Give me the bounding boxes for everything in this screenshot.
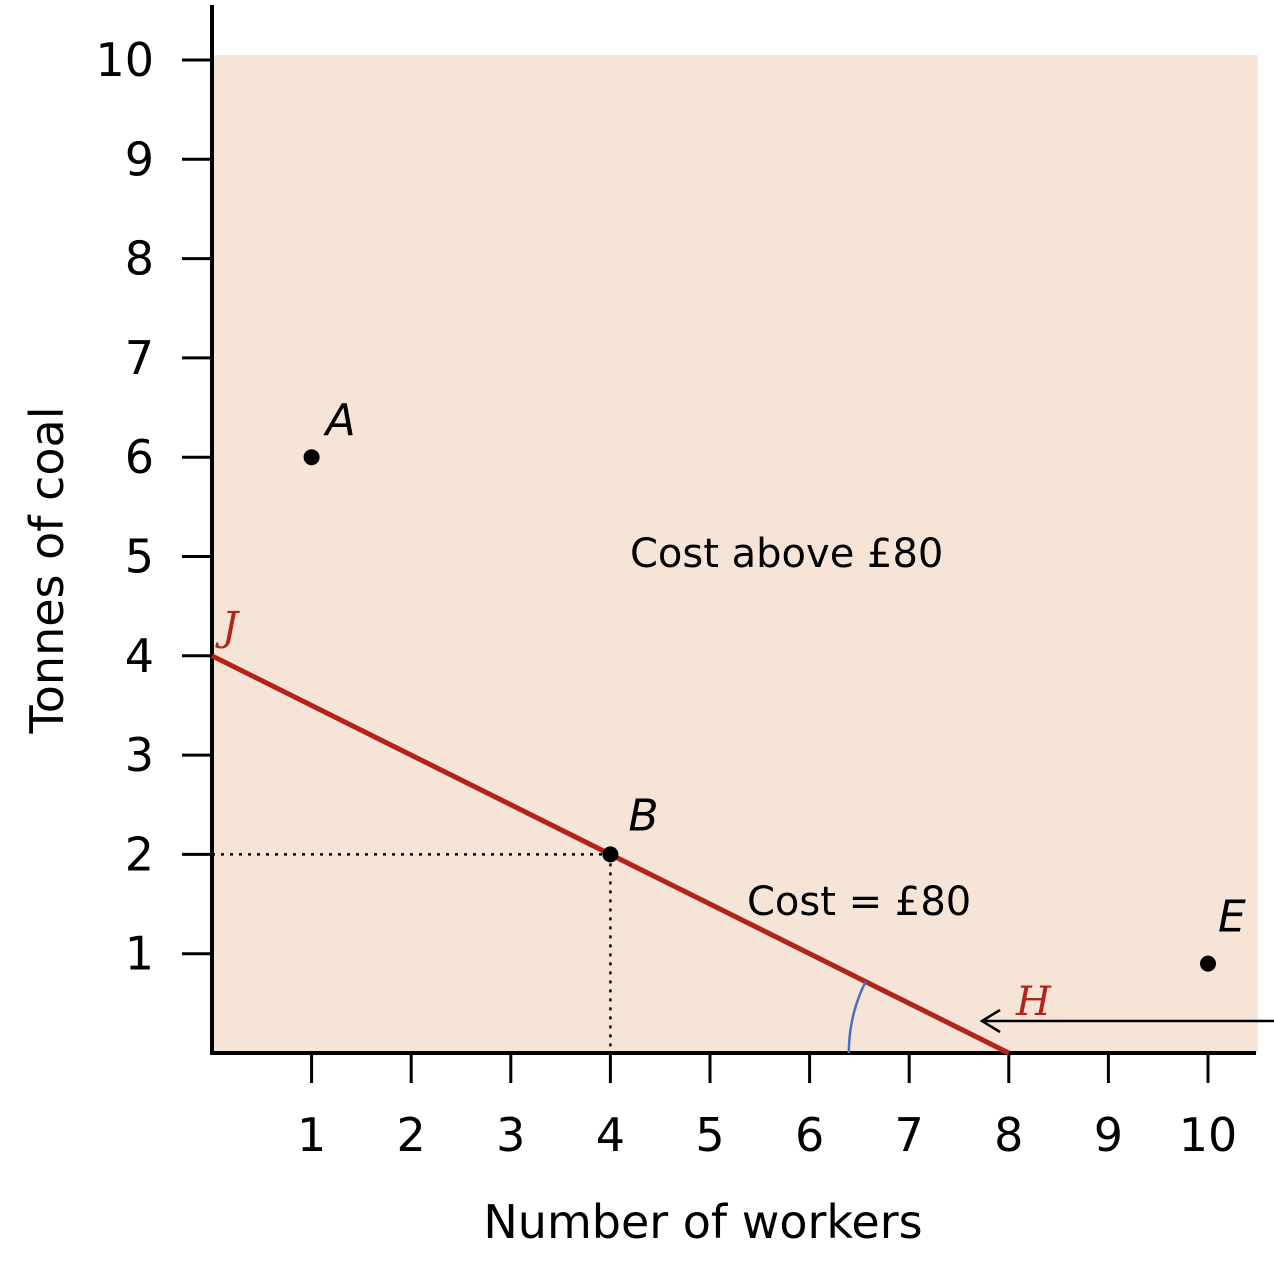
slope-angle-arc	[847, 981, 867, 1054]
y-tick-label: 9	[125, 132, 154, 186]
y-tick-label: 5	[125, 530, 154, 584]
point-b	[602, 846, 619, 863]
x-tick-label: 4	[596, 1108, 625, 1162]
y-tick-label: 4	[125, 629, 154, 683]
x-tick-label: 5	[695, 1108, 724, 1162]
y-tick-label: 6	[125, 430, 154, 484]
x-tick-label: 10	[1179, 1108, 1238, 1162]
x-axis-title: Number of workers	[483, 1195, 922, 1249]
data-points: A B E	[303, 395, 1246, 972]
y-tick-label: 1	[125, 927, 154, 981]
x-tick-label: 1	[297, 1108, 326, 1162]
arrow-to-h	[979, 1008, 1274, 1034]
point-a	[303, 449, 320, 466]
y-tick-label: 8	[125, 232, 154, 286]
cost-above-region	[212, 55, 1258, 1054]
x-tick-label: 3	[496, 1108, 525, 1162]
isocost-line-label: Cost = £80	[747, 879, 971, 925]
y-tick-label: 3	[125, 728, 154, 782]
x-tick-label: 8	[994, 1108, 1023, 1162]
x-tick-label: 9	[1094, 1108, 1123, 1162]
x-tick-label: 7	[895, 1108, 924, 1162]
point-e	[1200, 955, 1216, 972]
y-tick-label: 10	[95, 33, 154, 87]
region-label-cost-above: Cost above £80	[630, 531, 943, 577]
arrow-head	[979, 1008, 1001, 1034]
point-label-a: A	[323, 395, 356, 446]
y-tick-label: 7	[125, 331, 154, 385]
point-label-e: E	[1218, 892, 1246, 943]
axis-ticks: 1 2 3 4 5 6 7 8 9 10 1 2 3 4 5 6 7 8 9 10	[95, 33, 1237, 1162]
x-tick-label: 6	[795, 1108, 824, 1162]
y-axis-title: Tonnes of coal	[20, 407, 74, 735]
x-tick-label: 2	[397, 1108, 426, 1162]
point-label-b: B	[628, 790, 658, 841]
line-end-label-h: H	[1015, 979, 1052, 1025]
y-tick-label: 2	[125, 827, 154, 881]
